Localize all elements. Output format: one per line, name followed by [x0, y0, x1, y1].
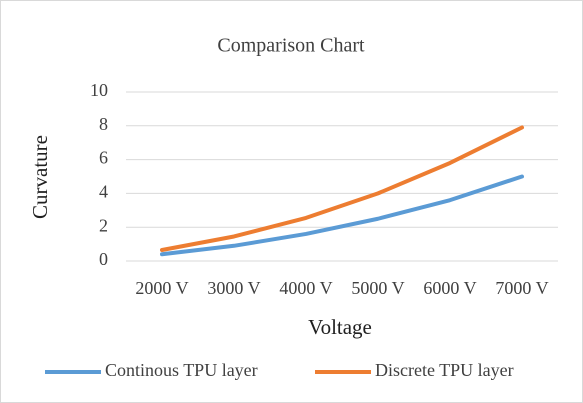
y-tick-label: 10	[90, 80, 108, 100]
x-tick-label: 5000 V	[351, 278, 404, 298]
x-tick-label: 3000 V	[207, 278, 260, 298]
y-axis-title: Curvature	[28, 135, 52, 219]
x-axis-title: Voltage	[308, 315, 372, 339]
x-tick-label: 6000 V	[423, 278, 476, 298]
x-tick-label: 7000 V	[495, 278, 548, 298]
legend-label: Continous TPU layer	[105, 360, 258, 380]
x-tick-label: 4000 V	[279, 278, 332, 298]
x-tick-label: 2000 V	[135, 278, 188, 298]
legend-label: Discrete TPU layer	[375, 360, 514, 380]
y-tick-label: 0	[99, 249, 108, 269]
chart-title: Comparison Chart	[217, 35, 365, 57]
y-tick-label: 8	[99, 114, 108, 134]
series-line	[160, 125, 524, 253]
y-tick-label: 2	[99, 215, 108, 235]
y-tick-label: 6	[99, 148, 108, 168]
y-tick-label: 4	[99, 182, 108, 202]
series-line	[160, 174, 524, 257]
